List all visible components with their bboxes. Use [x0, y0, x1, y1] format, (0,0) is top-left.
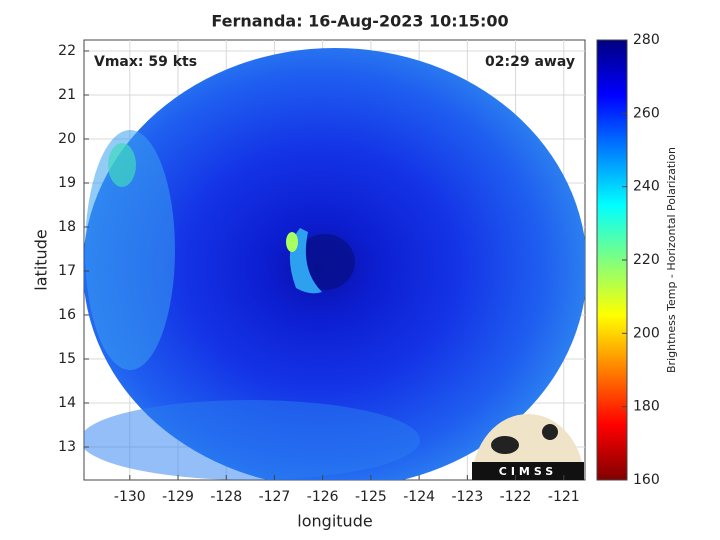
y-tick-label: 20: [58, 131, 76, 147]
colorbar-label: Brightness Temp - Horizontal Polarizatio…: [665, 147, 678, 373]
x-tick-label: -127: [259, 489, 291, 505]
colorbar-tick-label: 160: [633, 472, 660, 488]
chart-title: Fernanda: 16-Aug-2023 10:15:00: [211, 12, 508, 31]
y-tick-label: 21: [58, 87, 76, 103]
colorbar-tick-label: 220: [633, 252, 660, 268]
y-axis-label: latitude: [32, 229, 51, 290]
x-tick-label: -130: [114, 489, 146, 505]
colorbar-tick-label: 260: [633, 105, 660, 121]
y-tick-label: 18: [58, 219, 76, 235]
x-tick-label: -121: [548, 489, 580, 505]
x-tick-label: -122: [500, 489, 532, 505]
satellite-image: [84, 48, 585, 480]
eyewall-peak: [286, 232, 298, 252]
logo-icon: [491, 436, 519, 454]
x-tick-label: -129: [162, 489, 194, 505]
x-tick-label: -123: [451, 489, 483, 505]
x-tick-label: -124: [403, 489, 435, 505]
y-tick-label: 17: [58, 263, 76, 279]
annotation: Vmax: 59 kts: [94, 54, 197, 70]
y-tick-label: 16: [58, 307, 76, 323]
colorbar-tick-label: 240: [633, 179, 660, 195]
x-tick-label: -125: [355, 489, 387, 505]
colorbar-tick-label: 180: [633, 399, 660, 415]
annotation: 02:29 away: [485, 54, 575, 70]
y-tick-label: 15: [58, 351, 76, 367]
x-axis-label: longitude: [297, 512, 372, 531]
warm-patch: [108, 143, 136, 187]
colorbar-tick-label: 200: [633, 325, 660, 341]
colorbar-tick-label: 280: [633, 32, 660, 48]
logo-icon: [542, 424, 558, 440]
outer-band: [84, 400, 420, 480]
outer-band: [85, 130, 175, 370]
y-tick-label: 22: [58, 43, 76, 59]
x-tick-label: -128: [210, 489, 242, 505]
logo-text: CIMSS: [499, 465, 557, 478]
logo-bar: [472, 462, 584, 480]
eyewall: [289, 228, 322, 294]
y-tick-label: 19: [58, 175, 76, 191]
x-tick-label: -126: [307, 489, 339, 505]
y-tick-label: 14: [58, 395, 76, 411]
y-tick-label: 13: [58, 439, 76, 455]
